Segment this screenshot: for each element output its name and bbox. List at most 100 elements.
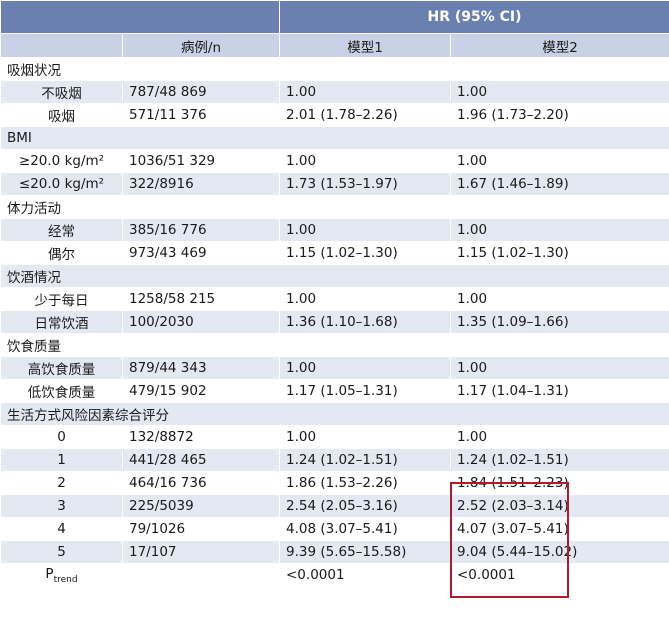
table-row: 不吸烟 787/48 869 1.00 1.00 — [0, 80, 669, 104]
model2-cell: 1.15 (1.02–1.30) — [449, 241, 669, 265]
ptrend-label-main: P — [45, 565, 54, 582]
table-row: ≤20.0 kg/m² 322/8916 1.73 (1.53–1.97) 1.67 … — [0, 172, 669, 196]
hr-table: HR (95% CI) 病例/n 模型1 模型2 吸烟状况 不吸烟 787/48 8… — [0, 0, 669, 587]
cases-cell: 571/11 376 — [122, 103, 280, 127]
model1-cell: 1.00 — [279, 149, 451, 173]
model2-cell: 1.00 — [449, 425, 669, 449]
table-row: 日常饮酒 100/2030 1.36 (1.10–1.68) 1.35 (1.09–1… — [0, 310, 669, 334]
ptrend-label-sub: trend — [53, 574, 78, 585]
header-model2: 模型2 — [449, 33, 669, 58]
group-label: 饮酒情况 — [0, 264, 669, 288]
group-row: 体力活动 — [0, 195, 669, 219]
cases-cell: 787/48 869 — [122, 80, 280, 104]
row-label: ≥20.0 kg/m² — [0, 149, 123, 173]
row-label: ≤20.0 kg/m² — [0, 172, 123, 196]
row-label: 2 — [0, 471, 123, 495]
group-row: 生活方式风险因素综合评分 — [0, 402, 669, 426]
cases-cell: 225/5039 — [122, 494, 280, 518]
table-row: 0 132/8872 1.00 1.00 — [0, 425, 669, 449]
cases-cell: 441/28 465 — [122, 448, 280, 472]
model1-cell: 1.86 (1.53–2.26) — [279, 471, 451, 495]
header-row-2: 病例/n 模型1 模型2 — [0, 33, 669, 58]
cases-cell: 385/16 776 — [122, 218, 280, 242]
row-label: 偶尔 — [0, 241, 123, 265]
model2-cell: 1.00 — [449, 80, 669, 104]
cases-cell: 973/43 469 — [122, 241, 280, 265]
cases-cell: 100/2030 — [122, 310, 280, 334]
table-row: 2 464/16 736 1.86 (1.53–2.26) 1.84 (1.51–2.… — [0, 471, 669, 495]
model1-cell: 1.00 — [279, 218, 451, 242]
model1-cell: 1.00 — [279, 425, 451, 449]
model2-cell: 1.00 — [449, 218, 669, 242]
group-row: 吸烟状况 — [0, 57, 669, 81]
model2-cell: 1.96 (1.73–2.20) — [449, 103, 669, 127]
table-row: 5 17/107 9.39 (5.65–15.58) 9.04 (5.44–15.02… — [0, 540, 669, 564]
ptrend-row: Ptrend <0.0001 <0.0001 — [0, 563, 669, 587]
row-label: 4 — [0, 517, 123, 541]
model1-cell: 1.24 (1.02–1.51) — [279, 448, 451, 472]
cases-cell: 17/107 — [122, 540, 280, 564]
model1-cell: 2.01 (1.78–2.26) — [279, 103, 451, 127]
row-label: 3 — [0, 494, 123, 518]
table-row: 偶尔 973/43 469 1.15 (1.02–1.30) 1.15 (1.02–1… — [0, 241, 669, 265]
model2-cell: 1.00 — [449, 356, 669, 380]
table-row: 1 441/28 465 1.24 (1.02–1.51) 1.24 (1.02–1.… — [0, 448, 669, 472]
ptrend-cases — [122, 563, 280, 587]
table-row: 少于每日 1258/58 215 1.00 1.00 — [0, 287, 669, 311]
ptrend-label: Ptrend — [0, 563, 123, 587]
model2-cell: 1.24 (1.02–1.51) — [449, 448, 669, 472]
cases-cell: 79/1026 — [122, 517, 280, 541]
row-label: 5 — [0, 540, 123, 564]
model2-cell: 9.04 (5.44–15.02) — [449, 540, 669, 564]
model2-cell: 4.07 (3.07–5.41) — [449, 517, 669, 541]
model1-cell: 1.17 (1.05–1.31) — [279, 379, 451, 403]
model1-cell: 1.00 — [279, 287, 451, 311]
header-hr-label: HR (95% CI) — [278, 0, 669, 34]
model2-cell: 1.35 (1.09–1.66) — [449, 310, 669, 334]
table-row: 吸烟 571/11 376 2.01 (1.78–2.26) 1.96 (1.73–2… — [0, 103, 669, 127]
model1-cell: 1.00 — [279, 80, 451, 104]
cases-cell: 322/8916 — [122, 172, 280, 196]
group-label: 体力活动 — [0, 195, 669, 219]
model2-cell: 1.00 — [449, 149, 669, 173]
header-row-1: HR (95% CI) — [0, 0, 669, 34]
row-label: 吸烟 — [0, 103, 123, 127]
cases-cell: 132/8872 — [122, 425, 280, 449]
model1-cell: 1.36 (1.10–1.68) — [279, 310, 451, 334]
row-label: 1 — [0, 448, 123, 472]
header-blank-2 — [0, 33, 123, 58]
cases-cell: 464/16 736 — [122, 471, 280, 495]
group-row: BMI — [0, 126, 669, 150]
cases-cell: 479/15 902 — [122, 379, 280, 403]
model2-cell: 1.84 (1.51–2.23) — [449, 471, 669, 495]
row-label: 高饮食质量 — [0, 356, 123, 380]
model2-cell: 2.52 (2.03–3.14) — [449, 494, 669, 518]
cases-cell: 879/44 343 — [122, 356, 280, 380]
row-label: 日常饮酒 — [0, 310, 123, 334]
group-label: 吸烟状况 — [0, 57, 669, 81]
model1-cell: 1.73 (1.53–1.97) — [279, 172, 451, 196]
table-row: 3 225/5039 2.54 (2.05–3.16) 2.52 (2.03–3.14… — [0, 494, 669, 518]
group-label: 生活方式风险因素综合评分 — [0, 402, 669, 426]
cases-cell: 1036/51 329 — [122, 149, 280, 173]
model2-cell: 1.00 — [449, 287, 669, 311]
row-label: 0 — [0, 425, 123, 449]
group-label: 饮食质量 — [0, 333, 669, 357]
table-row: 4 79/1026 4.08 (3.07–5.41) 4.07 (3.07–5.41) — [0, 517, 669, 541]
row-label: 少于每日 — [0, 287, 123, 311]
row-label: 不吸烟 — [0, 80, 123, 104]
model1-cell: 4.08 (3.07–5.41) — [279, 517, 451, 541]
model2-cell: 1.67 (1.46–1.89) — [449, 172, 669, 196]
model1-cell: 1.00 — [279, 356, 451, 380]
row-label: 低饮食质量 — [0, 379, 123, 403]
group-row: 饮食质量 — [0, 333, 669, 357]
table-body: 吸烟状况 不吸烟 787/48 869 1.00 1.00 吸烟 571/11 376 2.0… — [0, 57, 669, 564]
group-label: BMI — [0, 126, 669, 150]
table-row: ≥20.0 kg/m² 1036/51 329 1.00 1.00 — [0, 149, 669, 173]
ptrend-model1: <0.0001 — [279, 563, 451, 587]
header-cases: 病例/n — [122, 33, 280, 58]
table-row: 高饮食质量 879/44 343 1.00 1.00 — [0, 356, 669, 380]
header-blank — [0, 0, 280, 34]
model1-cell: 1.15 (1.02–1.30) — [279, 241, 451, 265]
